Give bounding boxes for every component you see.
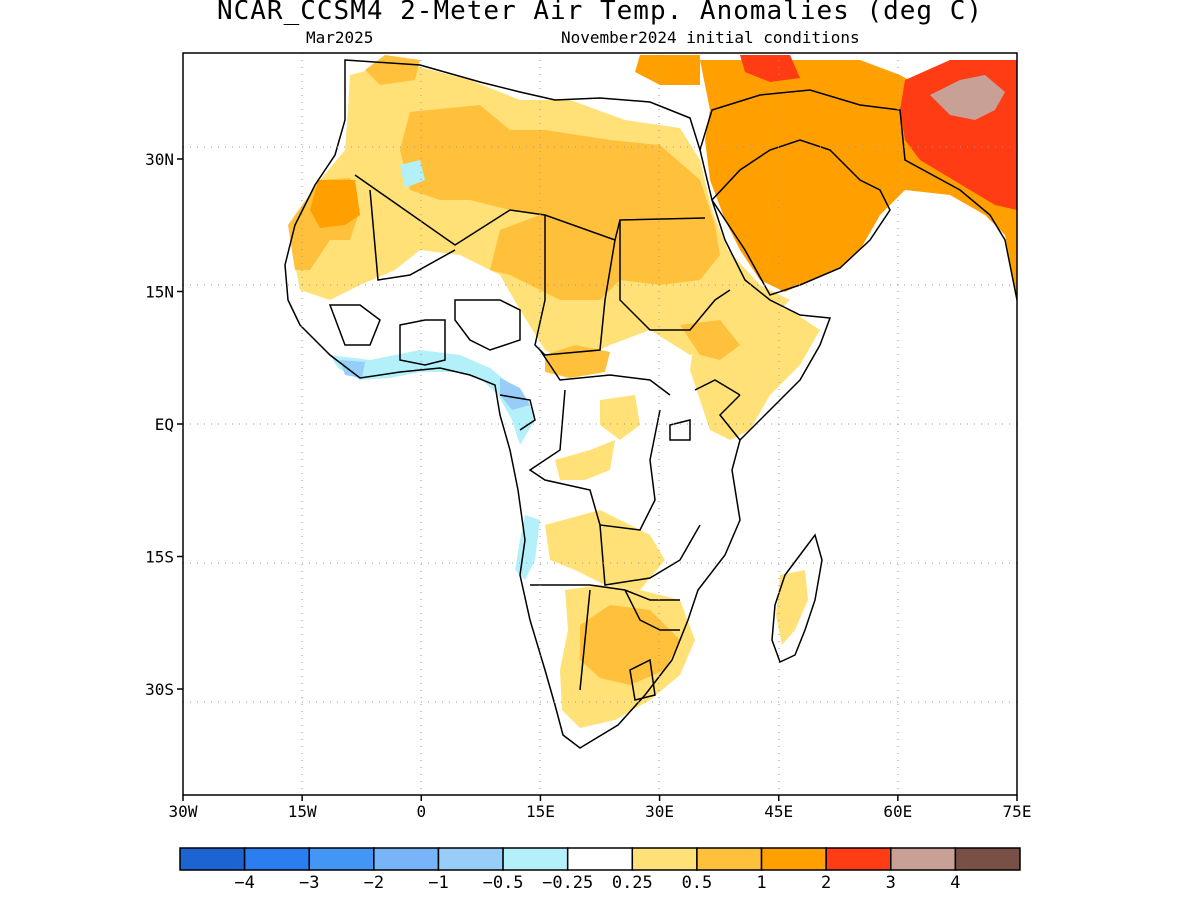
colorbar-label: −3 (299, 873, 319, 893)
colorbar-swatch (308, 847, 375, 871)
colorbar-label: 3 (886, 873, 896, 893)
colorbar-label: 0.25 (612, 873, 653, 893)
x-tick-label: 0 (416, 802, 426, 821)
map-content (183, 53, 1017, 795)
x-tick-label: 30E (645, 802, 674, 821)
x-tick-label: 15W (288, 802, 317, 821)
graticule (183, 53, 1017, 795)
colorbar-label: −2 (364, 873, 384, 893)
colorbar-label: 0.5 (682, 873, 713, 893)
initial-conditions-label: November2024 initial conditions (561, 28, 860, 47)
forecast-month: Mar2025 (306, 28, 374, 47)
y-axis: 30N 15N EQ 15S 30S (145, 150, 183, 699)
y-tick-label: 15N (145, 283, 174, 302)
x-tick-label: 45E (764, 802, 793, 821)
x-tick-label: 15E (526, 802, 555, 821)
colorbar-label: −1 (428, 873, 448, 893)
coastlines-and-borders (284, 59, 1017, 749)
colorbar-label: −0.5 (483, 873, 524, 893)
colorbar-swatch (437, 847, 504, 871)
anomaly-3-4 (930, 75, 1005, 120)
colorbar-label: −4 (234, 873, 254, 893)
colorbar-label: 4 (950, 873, 960, 893)
colorbar-swatch (179, 847, 246, 871)
y-tick-label: EQ (155, 415, 174, 434)
colorbar-swatch (954, 847, 1021, 871)
x-tick-label: 30W (169, 802, 198, 821)
colorbar-swatch (760, 847, 827, 871)
colorbar-swatch (243, 847, 310, 871)
colorbar-label: −0.25 (542, 873, 593, 893)
anomaly-0.5-1 (288, 55, 740, 685)
x-tick-label: 60E (883, 802, 912, 821)
colorbar-swatch (890, 847, 957, 871)
colorbar-label: 2 (821, 873, 831, 893)
colorbar-swatch (825, 847, 892, 871)
map-title: NCAR_CCSM4 2-Meter Air Temp. Anomalies (… (216, 0, 984, 26)
y-tick-label: 30N (145, 150, 174, 169)
colorbar-swatch (566, 847, 634, 871)
colorbar-swatch (631, 847, 698, 871)
x-tick-label: 75E (1003, 802, 1032, 821)
x-axis: 30W 15W 0 15E 30E 45E 60E 75E (169, 795, 1032, 821)
colorbar-swatch (502, 847, 569, 871)
y-tick-label: 15S (145, 548, 174, 567)
colorbar-swatch (696, 847, 763, 871)
colorbar-label: 1 (756, 873, 766, 893)
colorbar: −4 −3 −2 −1 −0.5 −0.25 0.25 0.5 1 2 3 4 (179, 847, 1021, 893)
y-tick-label: 30S (145, 680, 174, 699)
colorbar-swatch (373, 847, 440, 871)
